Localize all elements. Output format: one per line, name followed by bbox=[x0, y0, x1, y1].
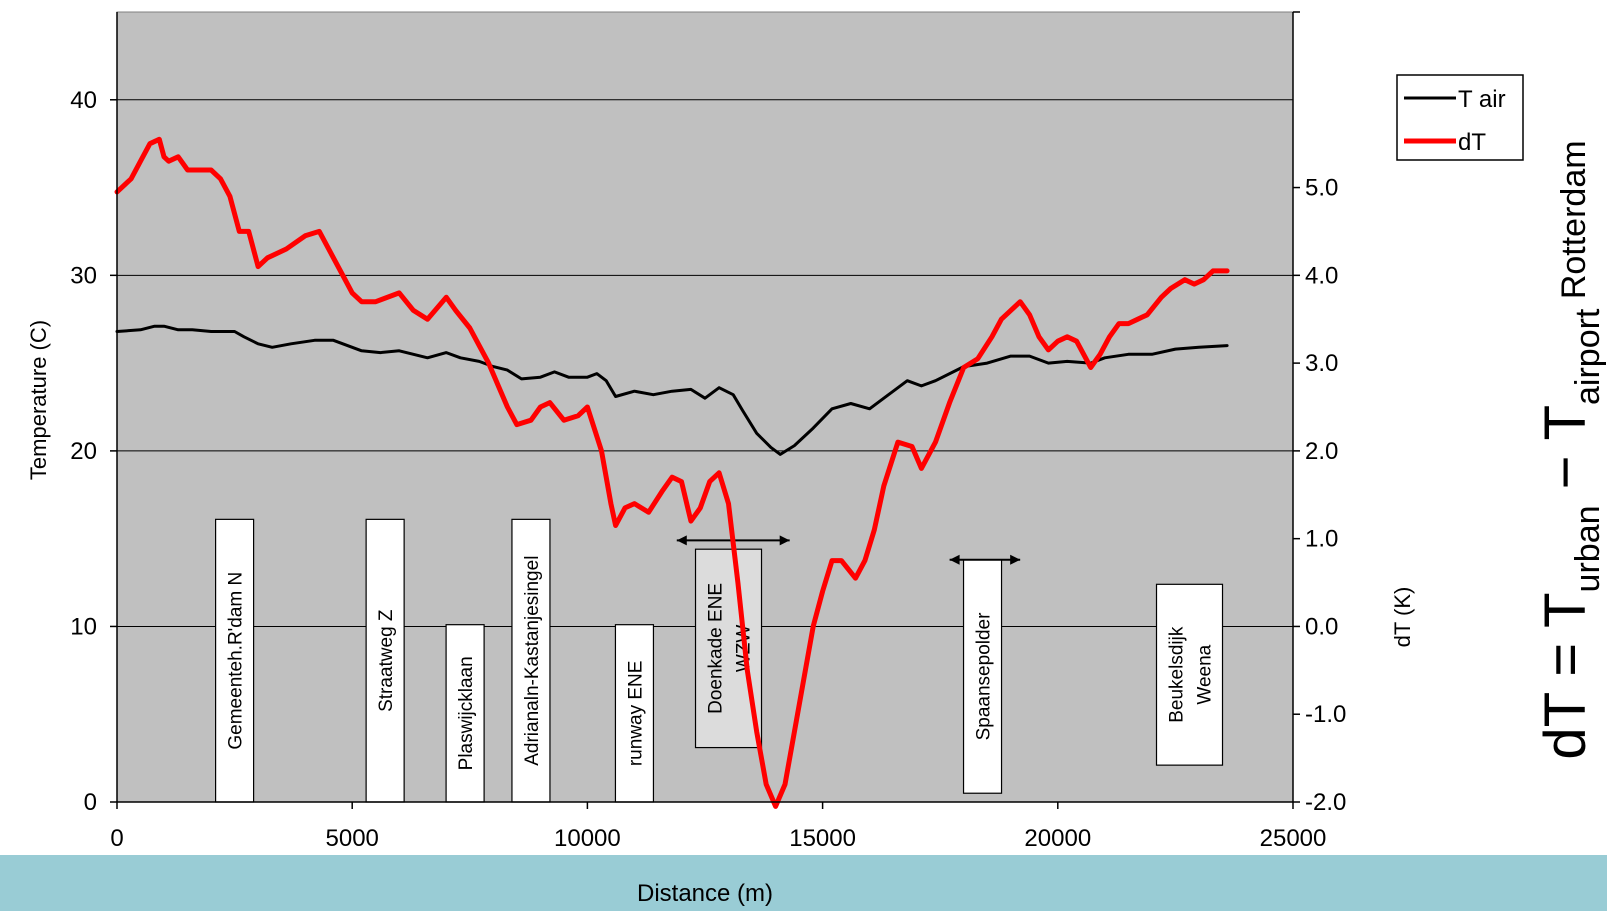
annotation-label-5-0: Doenkade ENE bbox=[706, 583, 727, 714]
annotation-label-2-0: Plaswijcklaan bbox=[456, 656, 477, 770]
y-tick-label-3: 30 bbox=[70, 262, 97, 289]
annotation-arrowhead-right-1 bbox=[1010, 554, 1021, 565]
annotation-box-6 bbox=[962, 559, 1003, 794]
y-axis-title: Temperature (C) bbox=[26, 320, 51, 480]
y2-tick-label-7: 5.0 bbox=[1305, 175, 1338, 202]
annotation-label-7-1: Weena bbox=[1195, 644, 1216, 704]
annotation-label-1-0: Straatweg Z bbox=[376, 609, 397, 712]
y2-tick-label-5: 3.0 bbox=[1305, 350, 1338, 377]
series-lines bbox=[114, 136, 1230, 809]
y2-tick-label-6: 4.0 bbox=[1305, 262, 1338, 289]
formula-left: dT = T bbox=[1533, 592, 1598, 759]
tick-labels: 0 5000 10000 15000 20000 25000 0 10 20 30 40 -2.0 -1… bbox=[70, 11, 1346, 852]
annotation-arrowhead-left-0 bbox=[676, 535, 687, 546]
y-tick-label-0: 0 bbox=[84, 789, 97, 816]
y2-tick-label-0: -2.0 bbox=[1305, 789, 1346, 816]
x-axis-title: Distance (m) bbox=[637, 880, 773, 907]
legend: T air dT bbox=[1396, 74, 1524, 161]
x-tick-label-0: 0 bbox=[110, 825, 123, 852]
y2-axis-title: dT (K) bbox=[1390, 587, 1415, 648]
annotation-box-7 bbox=[1155, 583, 1224, 766]
series-line-dt bbox=[114, 136, 1230, 809]
x-tick-label-5: 25000 bbox=[1260, 825, 1327, 852]
y-tick-label-4: 40 bbox=[70, 87, 97, 114]
formula-minus: − T bbox=[1533, 405, 1598, 505]
annotation-label-3-0: Adrianaln-Kastanjesingel bbox=[522, 556, 543, 766]
y2-tick-label-1: -1.0 bbox=[1305, 701, 1346, 728]
annotation-label-0-0: Gemeenteh.R'dam N bbox=[226, 572, 247, 750]
annotation-arrowhead-right-0 bbox=[779, 535, 790, 546]
x-tick-label-1: 5000 bbox=[326, 825, 379, 852]
formula-tail: Rotterdam bbox=[1555, 140, 1593, 308]
legend-label-dt: dT bbox=[1458, 129, 1486, 156]
formula: dT = Turban − Tairport Rotterdam bbox=[1533, 140, 1607, 759]
x-tick-label-4: 20000 bbox=[1024, 825, 1091, 852]
y-tick-label-1: 10 bbox=[70, 613, 97, 640]
legend-box bbox=[1396, 74, 1524, 161]
y2-tick-label-3: 1.0 bbox=[1305, 526, 1338, 553]
annotation-label-6-0: Spaansepolder bbox=[974, 612, 995, 740]
annotation-box-5 bbox=[694, 548, 763, 749]
formula-sub-urban: urban bbox=[1569, 505, 1607, 592]
axes bbox=[116, 12, 1294, 803]
x-tick-label-3: 15000 bbox=[789, 825, 856, 852]
xlabel-band bbox=[0, 855, 1607, 911]
annotation-arrowhead-left-1 bbox=[949, 554, 960, 565]
annotation-box-1 bbox=[365, 518, 405, 803]
y2-tick-label-4: 2.0 bbox=[1305, 438, 1338, 465]
series-line-t-air bbox=[115, 324, 1229, 456]
legend-label-t-air: T air bbox=[1458, 86, 1506, 113]
y-tick-label-2: 20 bbox=[70, 438, 97, 465]
x-tick-label-2: 10000 bbox=[554, 825, 621, 852]
y2-tick-label-2: 0.0 bbox=[1305, 613, 1338, 640]
annotation-label-7-0: Beukelsdijk bbox=[1167, 626, 1188, 723]
annotations: Gemeenteh.R'dam N Straatweg Z Plaswijcklaa… bbox=[215, 518, 1224, 803]
formula-sub-airport: airport bbox=[1569, 308, 1607, 405]
annotation-label-4-0: runway ENE bbox=[625, 661, 646, 767]
